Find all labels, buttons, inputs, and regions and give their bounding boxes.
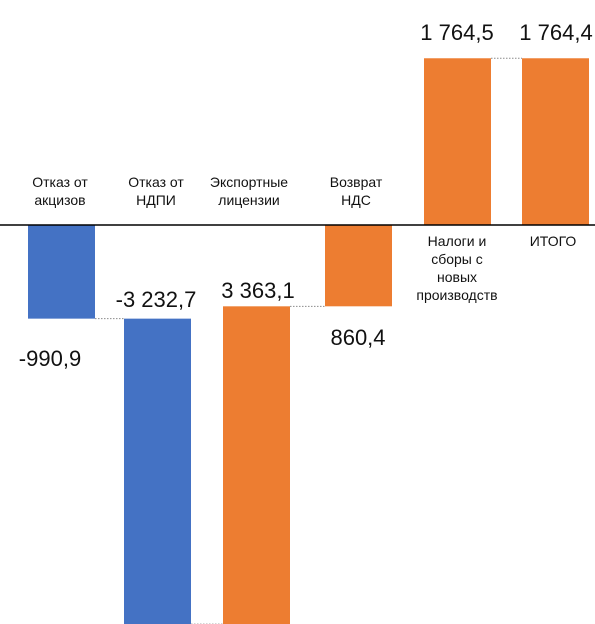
value-label-4: 860,4	[330, 325, 385, 350]
bars	[28, 58, 589, 624]
category-label-5: Налоги и сборы с новых производств	[416, 233, 497, 303]
bar-4	[325, 225, 392, 307]
bar-1	[28, 225, 95, 319]
category-label-6: ИТОГО	[530, 233, 577, 249]
bar-5	[424, 58, 491, 226]
bar-3	[223, 306, 290, 624]
value-label-1: -990,9	[19, 346, 81, 371]
category-label-1: Отказ от акцизов	[32, 174, 88, 208]
labels: -990,9 Отказ от акцизов -3 232,7 Отказ от НДП…	[19, 20, 593, 371]
value-label-6: 1 764,4	[519, 20, 592, 45]
category-label-2: Отказ от НДПИ	[128, 174, 184, 208]
value-label-5: 1 764,5	[420, 20, 493, 45]
value-label-2: -3 232,7	[116, 287, 197, 312]
category-label-3: Экспортные лицензии	[210, 174, 288, 208]
bar-6	[522, 58, 589, 226]
value-label-3: 3 363,1	[221, 278, 294, 303]
bar-2	[124, 318, 191, 624]
category-label-4: Возврат НДС	[330, 174, 383, 208]
